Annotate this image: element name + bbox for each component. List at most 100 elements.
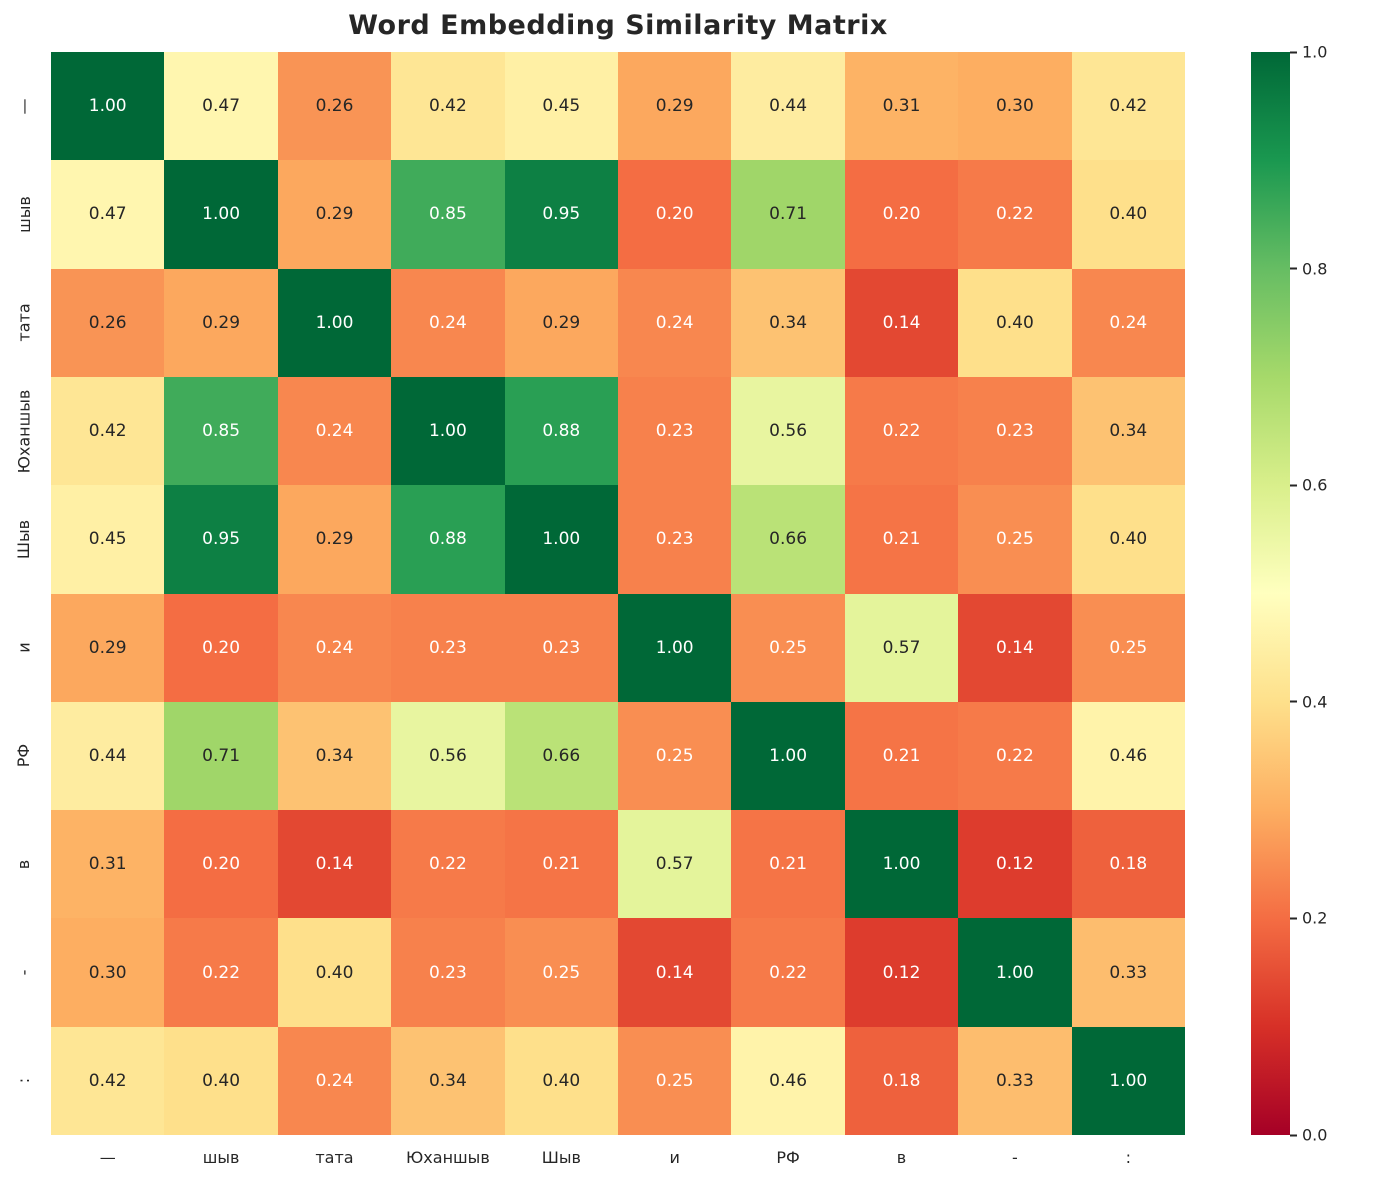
heatmap-cell: 0.46 (1071, 701, 1185, 811)
heatmap-cell: 0.42 (51, 376, 165, 486)
y-tick-label: — (14, 98, 34, 115)
colorbar-tick: 1.0 (1290, 43, 1327, 62)
heatmap-cell: 0.85 (391, 160, 505, 269)
heatmap-cell: 0.18 (844, 1026, 959, 1135)
heatmap-cell: 0.42 (1071, 52, 1185, 161)
heatmap-cell: 0.56 (391, 701, 505, 811)
heatmap-cell: 0.40 (958, 268, 1072, 377)
heatmap-cell: 0.42 (391, 52, 505, 161)
heatmap-cell: 0.29 (277, 160, 392, 269)
heatmap-cell: 0.66 (504, 701, 618, 811)
y-tick-label: : (14, 1078, 34, 1084)
heatmap-cell: 0.95 (504, 160, 618, 269)
heatmap-cell: 0.45 (51, 485, 165, 594)
colorbar-tick-value: 0.6 (1302, 475, 1328, 495)
heatmap-cell: 0.18 (1071, 810, 1185, 919)
x-tick-label: и (669, 1147, 680, 1167)
heatmap-cell: 0.22 (391, 810, 505, 919)
heatmap-cell: 0.12 (844, 918, 959, 1027)
heatmap-cell: 0.29 (164, 268, 278, 377)
heatmap-cell: 0.44 (731, 52, 845, 161)
heatmap-cell: 0.20 (164, 593, 278, 702)
heatmap-cell: 0.47 (164, 52, 278, 161)
y-tick-label: Юханшыв (14, 389, 34, 473)
heatmap-cell: 0.21 (504, 810, 618, 919)
heatmap-cell: 0.23 (618, 376, 732, 486)
heatmap-cell: 0.71 (164, 701, 278, 811)
heatmap-cell: 1.00 (504, 485, 618, 594)
colorbar (1251, 52, 1290, 1135)
x-tick-label: — (99, 1147, 116, 1167)
heatmap-cell: 0.25 (958, 485, 1072, 594)
heatmap-cell: 1.00 (391, 376, 505, 486)
heatmap-cell: 0.56 (731, 376, 845, 486)
heatmap-cell: 0.34 (731, 268, 845, 377)
heatmap-cell: 0.24 (391, 268, 505, 377)
heatmap-cell: 0.23 (958, 376, 1072, 486)
colorbar-tick-mark (1290, 484, 1297, 487)
y-tick-label: - (14, 969, 34, 976)
colorbar-tick-value: 0.2 (1302, 908, 1328, 928)
heatmap-cell: 1.00 (1071, 1026, 1185, 1135)
heatmap-cell: 0.12 (958, 810, 1072, 919)
x-tick-label: РФ (776, 1147, 800, 1167)
colorbar-tick-value: 0.8 (1302, 259, 1328, 279)
colorbar-tick-mark (1290, 267, 1297, 270)
heatmap-cell: 0.30 (51, 918, 165, 1027)
heatmap-cell: 0.57 (844, 593, 959, 702)
heatmap-cell: 0.20 (844, 160, 959, 269)
heatmap-cell: 0.88 (504, 376, 618, 486)
x-tick-label: : (1125, 1147, 1131, 1167)
heatmap-cell: 0.20 (164, 810, 278, 919)
heatmap-cell: 0.42 (51, 1026, 165, 1135)
colorbar-tick-value: 0.4 (1302, 692, 1328, 712)
chart-title: Word Embedding Similarity Matrix (348, 10, 888, 41)
x-tick-label: тата (315, 1147, 354, 1167)
heatmap-cell: 0.33 (958, 1026, 1072, 1135)
x-tick-label: - (1012, 1147, 1018, 1167)
x-axis-tick-labels: — шыв тата Юханшыв Шыв и РФ в -: (51, 1142, 1185, 1172)
x-tick-label: Шыв (541, 1147, 581, 1167)
y-axis-tick-labels: — шыв тата Юханшыв Шыв и РФ в -: (0, 52, 48, 1135)
heatmap-cell: 0.25 (618, 701, 732, 811)
heatmap-cell: 0.25 (504, 918, 618, 1027)
heatmap-cell: 0.34 (277, 701, 392, 811)
y-tick-label: РФ (14, 744, 34, 768)
heatmap-cell: 1.00 (51, 52, 165, 161)
heatmap-cell: 0.24 (277, 593, 392, 702)
heatmap-cell: 1.00 (277, 268, 392, 377)
heatmap-cell: 1.00 (731, 701, 845, 811)
heatmap-cell: 0.33 (1071, 918, 1185, 1027)
heatmap-cell: 1.00 (844, 810, 959, 919)
colorbar-tick-mark (1290, 700, 1297, 703)
colorbar-tick-labels: 1.0 0.8 0.6 0.4 0.2 0.0 (1290, 43, 1360, 1145)
x-tick-label: Юханшыв (406, 1147, 490, 1167)
heatmap-cell: 0.34 (391, 1026, 505, 1135)
heatmap-cell: 0.22 (958, 701, 1072, 811)
heatmap-cell: 0.29 (618, 52, 732, 161)
heatmap-cell: 0.22 (164, 918, 278, 1027)
heatmap-cell: 0.71 (731, 160, 845, 269)
heatmap-cell: 0.25 (618, 1026, 732, 1135)
heatmap-cell: 0.23 (391, 918, 505, 1027)
y-tick-label: тата (14, 303, 34, 342)
heatmap-cell: 0.22 (844, 376, 959, 486)
heatmap-cell: 0.24 (618, 268, 732, 377)
colorbar-tick-mark (1290, 51, 1297, 53)
heatmap-cell: 0.21 (731, 810, 845, 919)
heatmap-cell: 0.22 (958, 160, 1072, 269)
heatmap-cell: 0.23 (504, 593, 618, 702)
heatmap-cell: 0.20 (618, 160, 732, 269)
heatmap-cell: 0.40 (504, 1026, 618, 1135)
heatmap-cell: 0.24 (277, 1026, 392, 1135)
heatmap-cell: 0.23 (618, 485, 732, 594)
y-tick-label: Шыв (14, 519, 34, 559)
heatmap-cell: 0.31 (844, 52, 959, 161)
heatmap-cell: 0.66 (731, 485, 845, 594)
x-tick-label: в (896, 1147, 907, 1167)
heatmap-cell: 0.26 (51, 268, 165, 377)
colorbar-tick: 0.2 (1290, 909, 1327, 928)
y-tick-label: шыв (14, 196, 34, 233)
heatmap-cell: 0.31 (51, 810, 165, 919)
